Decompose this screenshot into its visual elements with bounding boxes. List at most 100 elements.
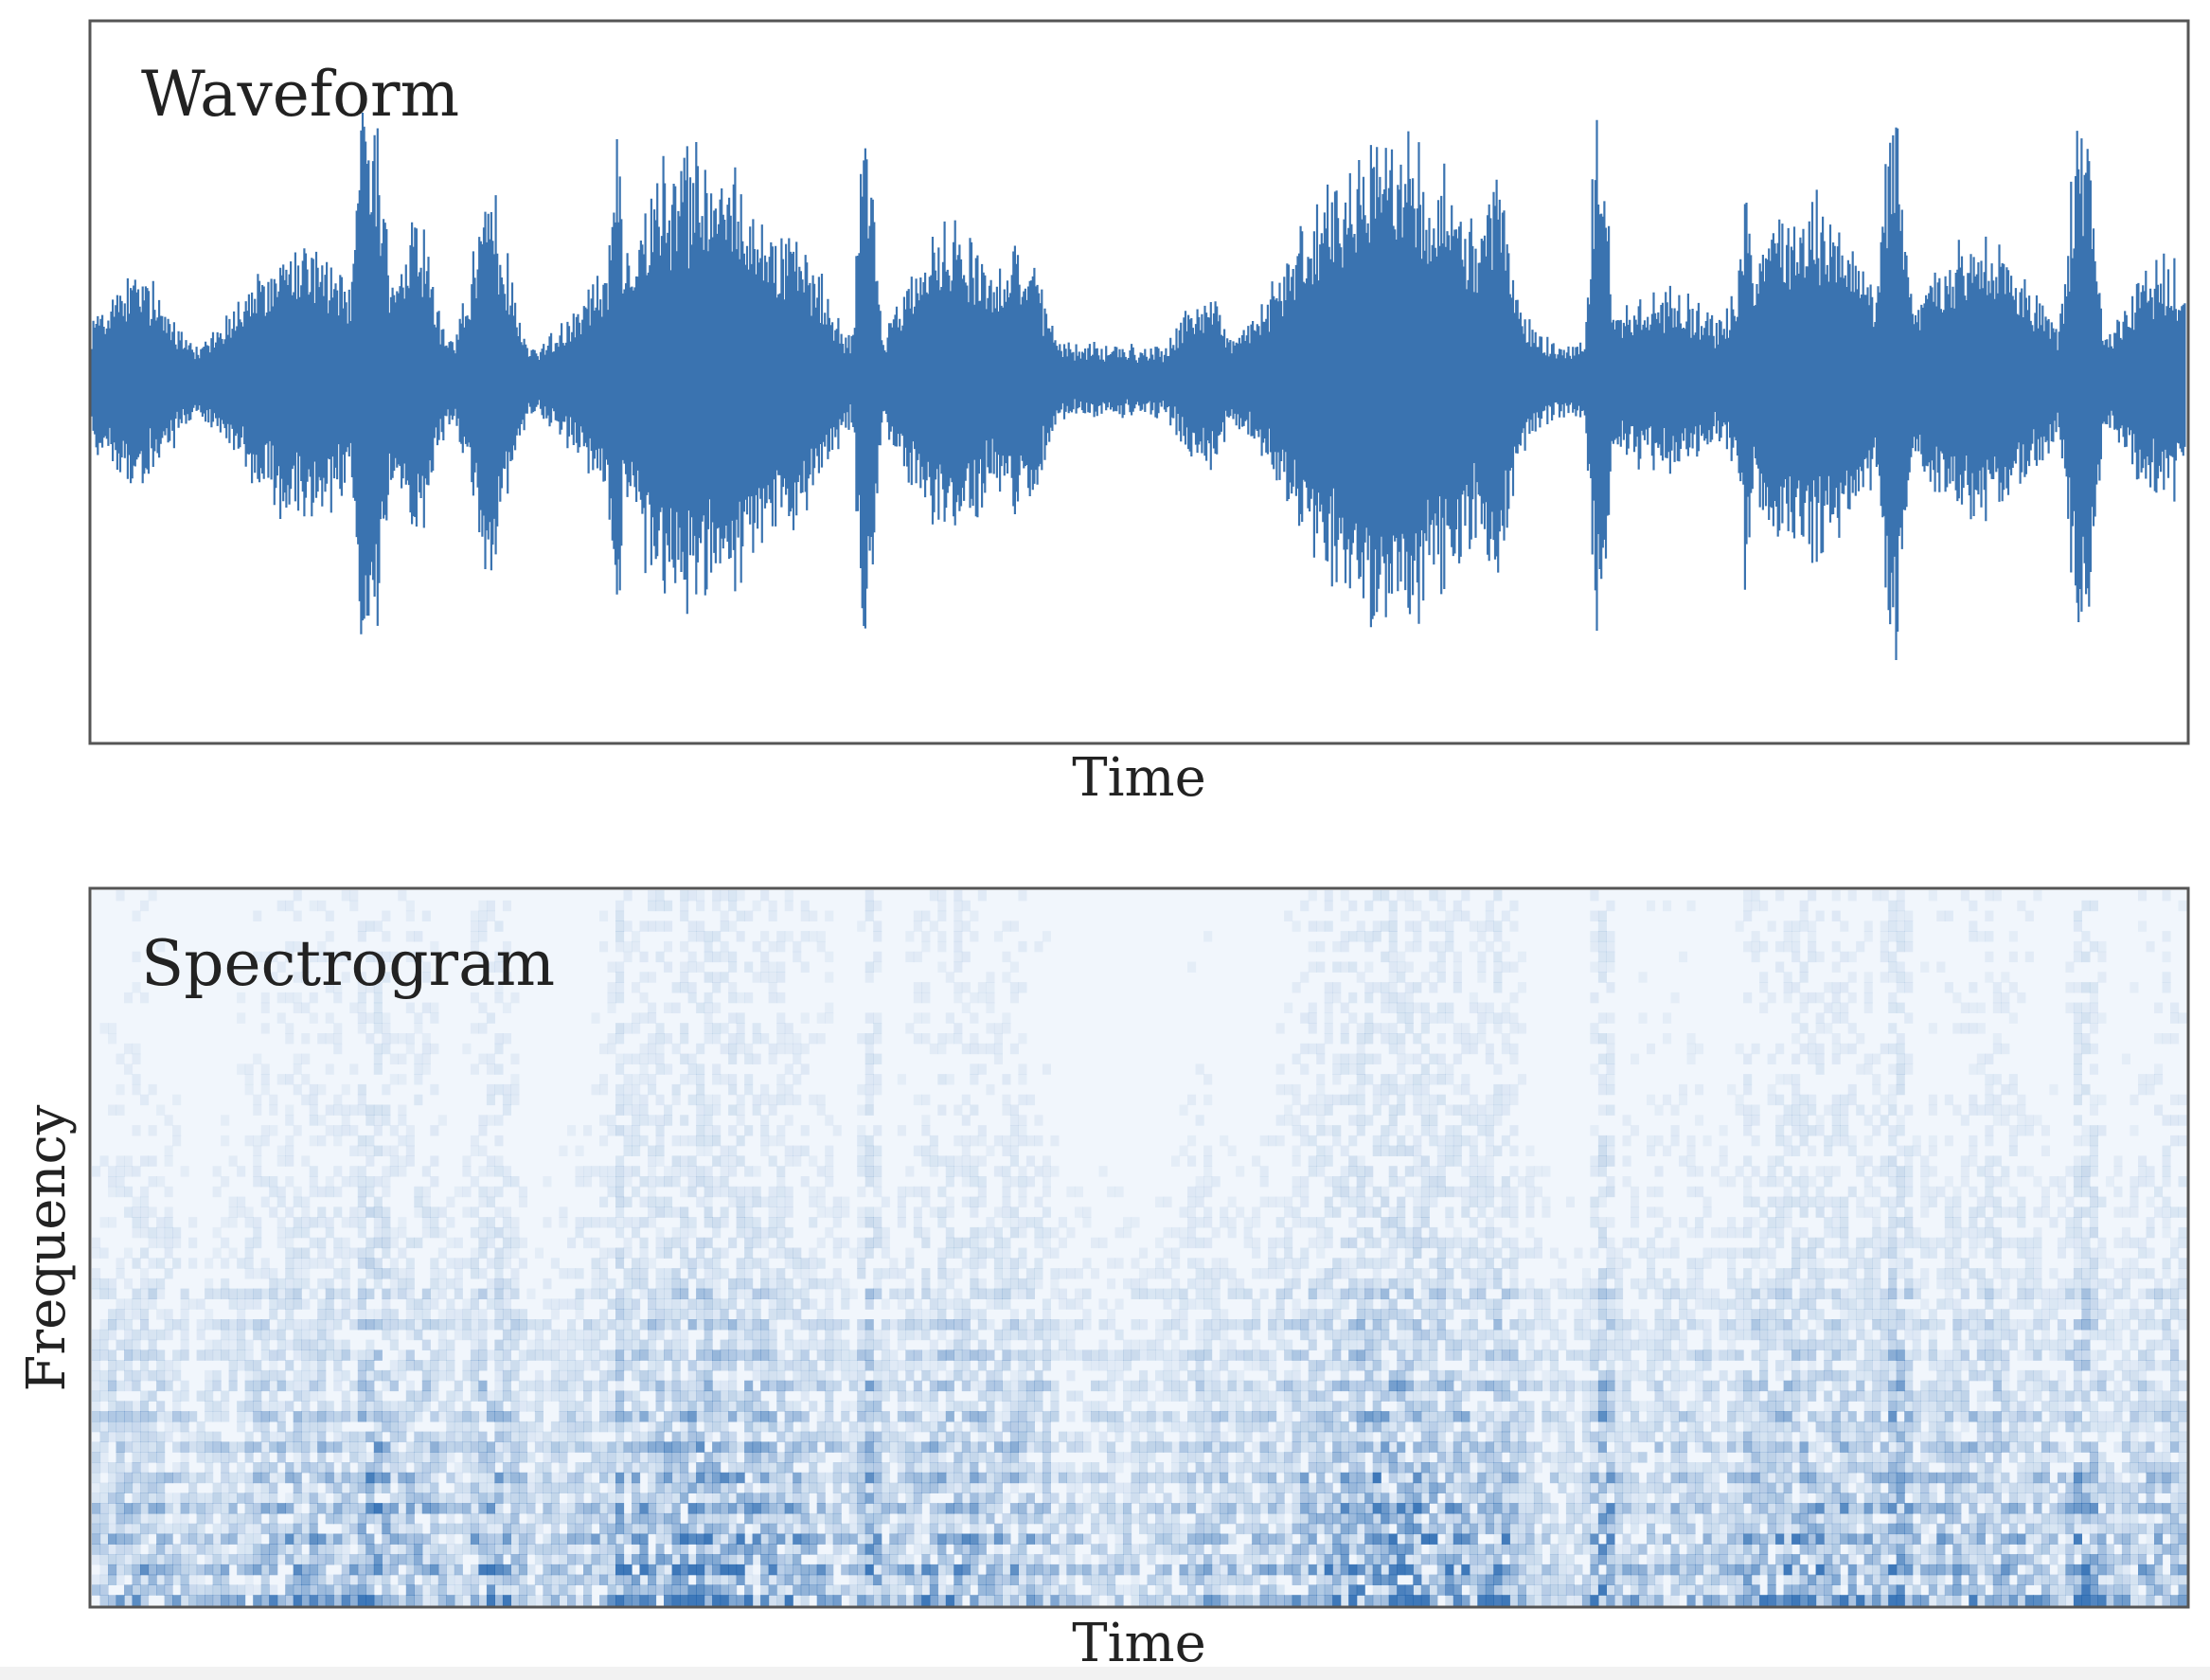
spectrogram-cell xyxy=(639,1237,649,1249)
spectrogram-cell xyxy=(1187,1135,1197,1147)
spectrogram-cell xyxy=(752,1369,761,1382)
spectrogram-cell xyxy=(881,1380,890,1392)
spectrogram-cell xyxy=(687,1533,697,1545)
spectrogram-cell xyxy=(405,1554,415,1565)
spectrogram-cell xyxy=(632,1595,641,1606)
spectrogram-cell xyxy=(623,1482,633,1493)
spectrogram-cell xyxy=(954,1319,963,1331)
spectrogram-cell xyxy=(664,1309,673,1320)
spectrogram-cell xyxy=(221,1482,230,1493)
spectrogram-cell xyxy=(1187,1523,1197,1535)
spectrogram-cell xyxy=(1002,1339,1011,1350)
spectrogram-cell xyxy=(889,1584,899,1596)
spectrogram-cell xyxy=(841,1369,850,1382)
spectrogram-cell xyxy=(744,1564,754,1576)
spectrogram-cell xyxy=(728,1411,738,1422)
spectrogram-cell xyxy=(99,1380,109,1392)
spectrogram-cell xyxy=(357,1258,366,1269)
spectrogram-cell xyxy=(164,1155,173,1167)
spectrogram-cell xyxy=(913,1452,922,1463)
spectrogram-cell xyxy=(205,1462,214,1474)
spectrogram-cell xyxy=(913,1349,922,1361)
spectrogram-cell xyxy=(664,1063,673,1075)
spectrogram-cell xyxy=(382,1206,391,1218)
spectrogram-cell xyxy=(357,1217,366,1228)
spectrogram-cell xyxy=(591,1166,600,1177)
spectrogram-cell xyxy=(825,1411,834,1422)
spectrogram-cell xyxy=(816,1503,826,1514)
spectrogram-cell xyxy=(1131,1482,1140,1493)
spectrogram-cell xyxy=(664,1482,673,1493)
spectrogram-cell xyxy=(486,1319,495,1331)
spectrogram-cell xyxy=(333,1125,343,1136)
spectrogram-cell xyxy=(632,1115,641,1126)
spectrogram-cell xyxy=(1179,1482,1188,1493)
spectrogram-cell xyxy=(253,1145,262,1156)
spectrogram-cell xyxy=(494,1278,504,1290)
spectrogram-cell xyxy=(293,1278,302,1290)
spectrogram-cell xyxy=(260,1441,270,1453)
spectrogram-cell xyxy=(1147,1431,1156,1442)
spectrogram-cell xyxy=(244,1452,254,1463)
spectrogram-cell xyxy=(156,1482,166,1493)
spectrogram-cell xyxy=(897,1431,906,1442)
spectrogram-cell xyxy=(365,1462,375,1474)
spectrogram-cell xyxy=(140,1441,150,1453)
spectrogram-cell xyxy=(615,1482,625,1493)
spectrogram-cell xyxy=(696,1431,705,1442)
spectrogram-cell xyxy=(720,1452,729,1463)
spectrogram-cell xyxy=(373,1125,383,1136)
spectrogram-cell xyxy=(244,1258,254,1269)
spectrogram-cell xyxy=(1187,1584,1197,1596)
spectrogram-cell xyxy=(1042,1492,1051,1504)
spectrogram-cell xyxy=(970,1462,979,1474)
spectrogram-cell xyxy=(768,1186,777,1198)
spectrogram-cell xyxy=(349,1595,359,1606)
spectrogram-cell xyxy=(486,1186,495,1198)
spectrogram-cell xyxy=(1179,1237,1188,1249)
spectrogram-cell xyxy=(1098,1431,1108,1442)
spectrogram-cell xyxy=(873,1226,882,1239)
spectrogram-cell xyxy=(1018,1564,1027,1576)
spectrogram-cell xyxy=(864,1104,874,1116)
spectrogram-cell xyxy=(293,940,302,953)
spectrogram-cell xyxy=(615,1186,625,1198)
spectrogram-cell xyxy=(373,1023,383,1034)
spectrogram-cell xyxy=(244,1360,254,1371)
spectrogram-cell xyxy=(1123,1512,1132,1525)
spectrogram-cell xyxy=(873,1217,882,1228)
spectrogram-cell xyxy=(848,1554,858,1565)
spectrogram-cell xyxy=(825,1012,834,1024)
spectrogram-cell xyxy=(349,890,359,902)
spectrogram-cell xyxy=(205,1554,214,1565)
spectrogram-cell xyxy=(132,1462,141,1474)
spectrogram-cell xyxy=(977,1472,987,1484)
spectrogram-cell xyxy=(752,1462,761,1474)
spectrogram-cell xyxy=(680,972,689,983)
spectrogram-cell xyxy=(648,1369,657,1382)
spectrogram-cell xyxy=(680,1309,689,1320)
spectrogram-cell xyxy=(728,900,738,912)
spectrogram-cell xyxy=(832,1431,842,1442)
spectrogram-cell xyxy=(993,1595,1003,1606)
spectrogram-cell xyxy=(132,1452,141,1463)
spectrogram-cell xyxy=(180,1421,189,1433)
spectrogram-cell xyxy=(99,1431,109,1442)
spectrogram-cell xyxy=(752,1401,761,1412)
spectrogram-cell xyxy=(365,1492,375,1504)
spectrogram-cell xyxy=(841,1298,850,1310)
spectrogram-cell xyxy=(575,1574,584,1585)
spectrogram-cell xyxy=(873,1584,882,1596)
spectrogram-cell xyxy=(768,1584,777,1596)
spectrogram-cell xyxy=(1195,1390,1204,1402)
spectrogram-cell xyxy=(913,920,922,932)
spectrogram-cell xyxy=(1195,1411,1204,1422)
spectrogram-cell xyxy=(333,1206,343,1218)
spectrogram-cell xyxy=(687,982,697,993)
spectrogram-cell xyxy=(486,900,495,912)
spectrogram-cell xyxy=(1034,1411,1043,1422)
spectrogram-cell xyxy=(140,1298,150,1310)
spectrogram-cell xyxy=(486,1217,495,1228)
spectrogram-cell xyxy=(398,1074,407,1085)
spectrogram-cell xyxy=(543,1533,552,1545)
